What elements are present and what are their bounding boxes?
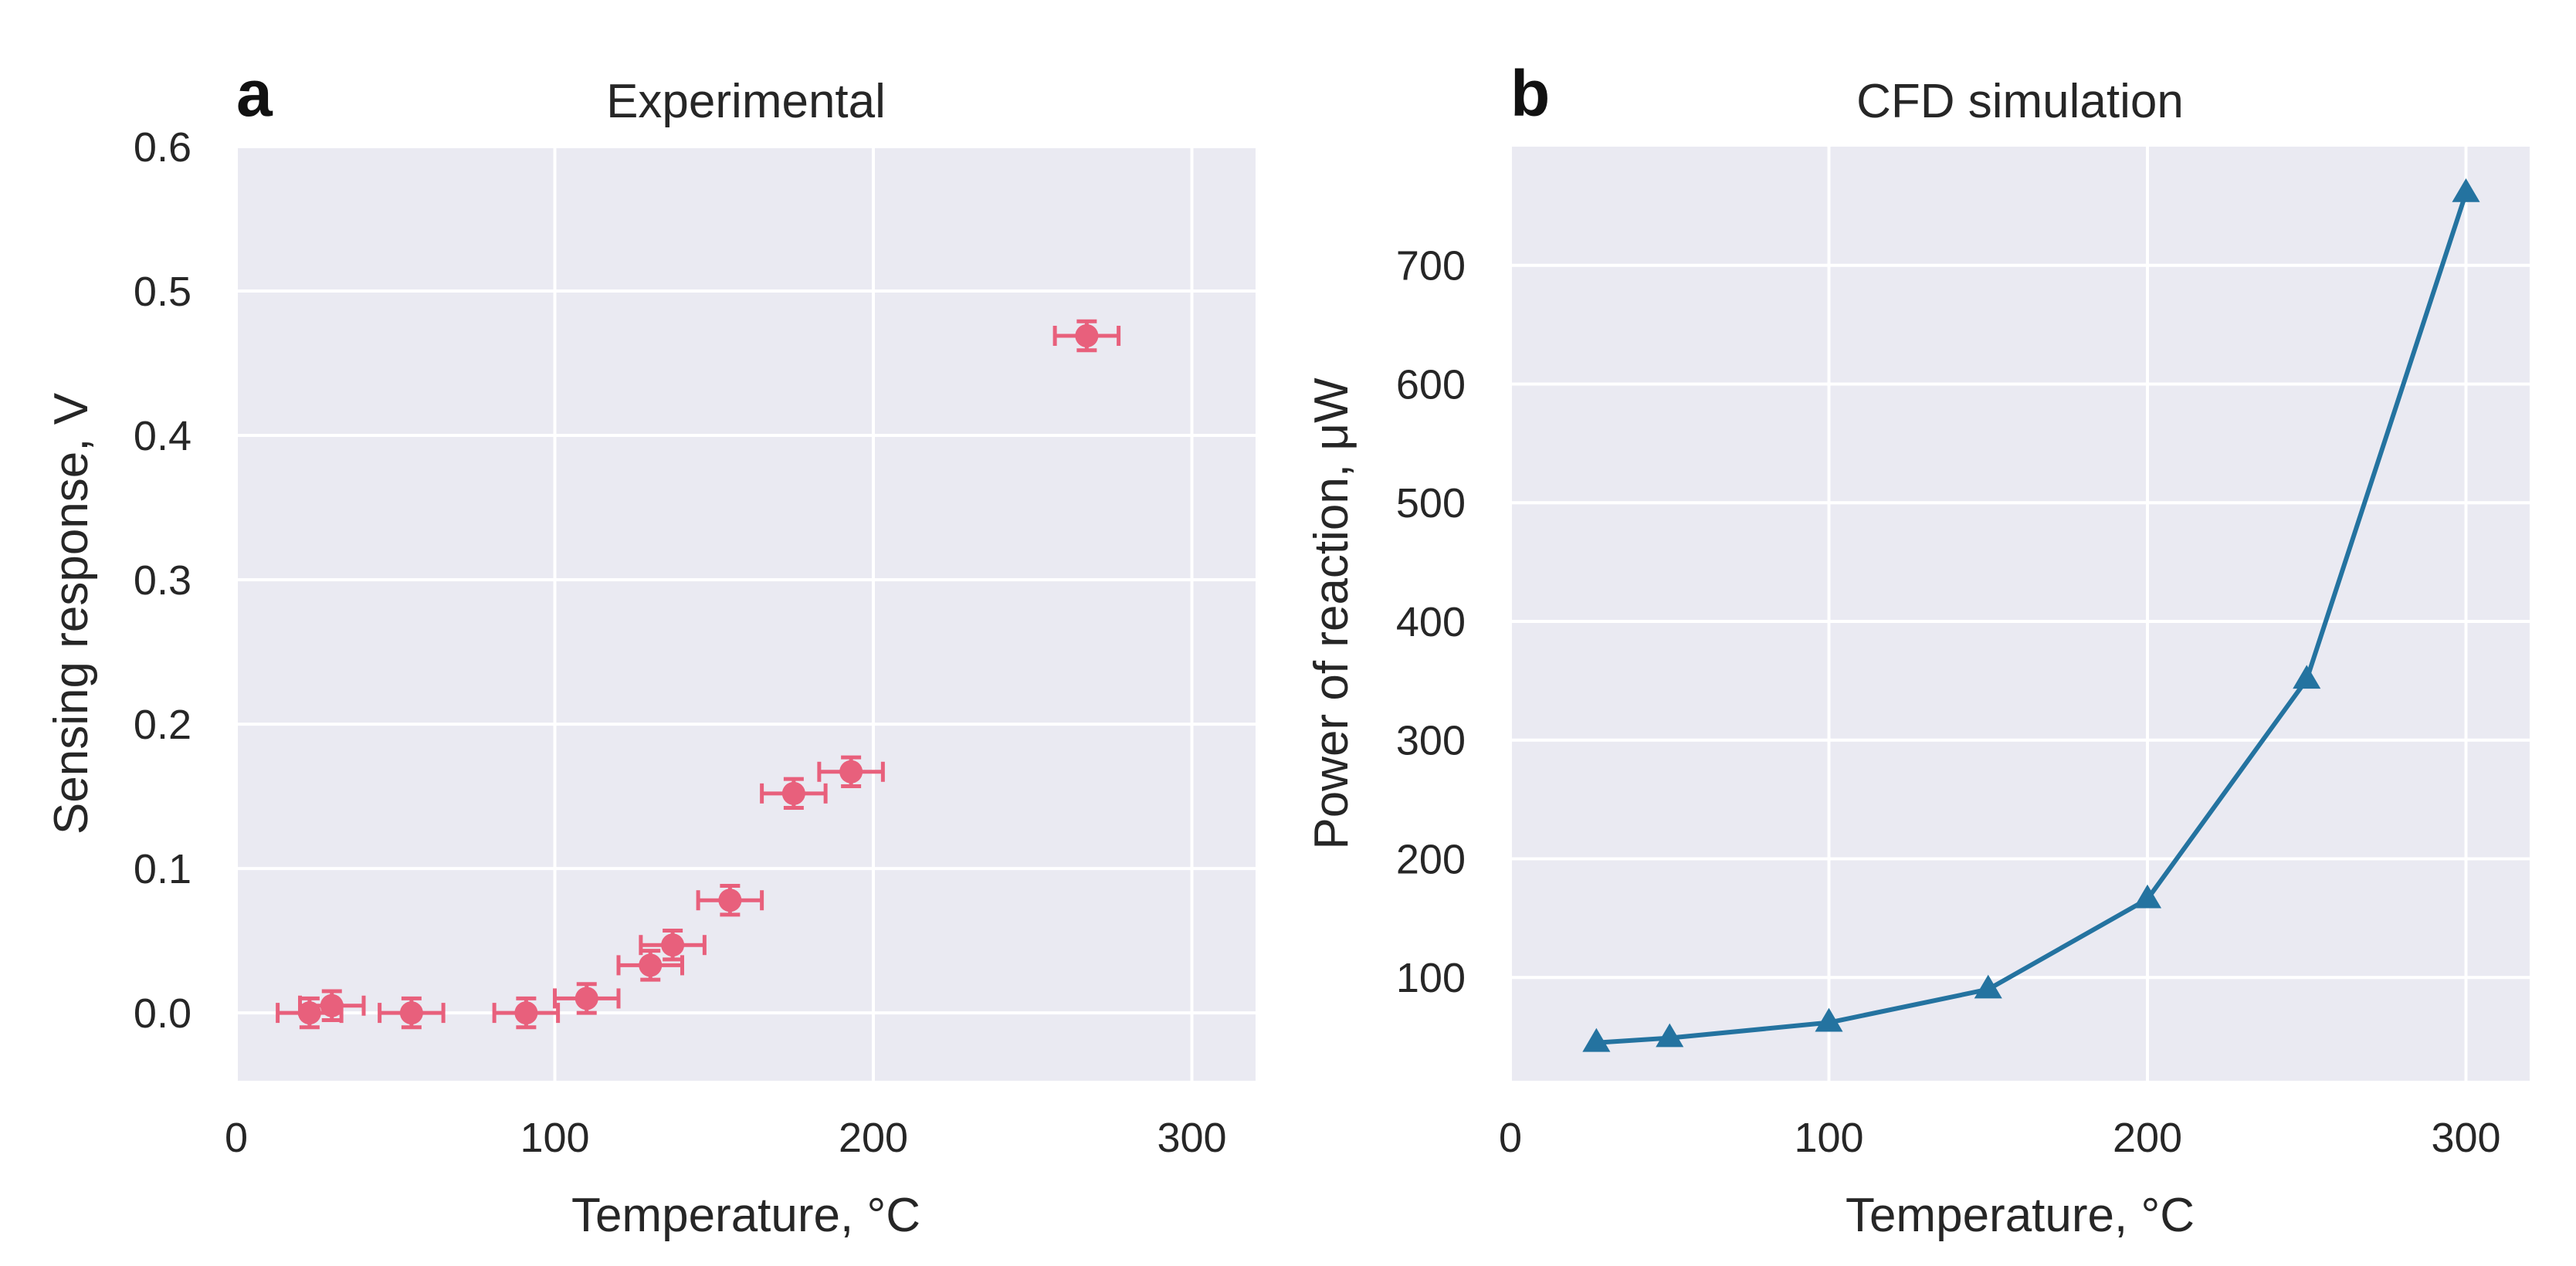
y-tick-label: 600: [1396, 361, 1466, 408]
data-point: [320, 994, 344, 1017]
y-tick-label: 0.2: [134, 702, 192, 748]
data-point: [639, 953, 663, 977]
x-axis-label-a: Temperature, °C: [571, 1189, 920, 1242]
data-point: [2293, 665, 2321, 689]
y-tick-label: 300: [1396, 718, 1466, 764]
x-tick-label: 100: [520, 1115, 589, 1161]
y-tick-labels-a: 0.0 0.1 0.2 0.3 0.4 0.5 0.6: [134, 124, 192, 1037]
data-point: [1656, 1023, 1684, 1048]
y-tick-label: 0.0: [134, 990, 192, 1037]
x-tick-label: 200: [839, 1115, 908, 1161]
data-point: [514, 1001, 538, 1025]
y-tick-label: 0.5: [134, 269, 192, 315]
y-tick-label: 200: [1396, 836, 1466, 882]
y-axis-label-b: Power of reaction, μW: [1305, 377, 1358, 850]
x-axis-label-b: Temperature, °C: [1846, 1189, 2195, 1242]
data-point: [2133, 884, 2162, 909]
panel-letter-a: a: [236, 57, 273, 130]
x-tick-labels-a: 0 100 200 300: [225, 1115, 1227, 1161]
y-axis-label-a: Sensing response, V: [45, 392, 98, 834]
data-point: [1075, 323, 1099, 347]
panel-b-cfd-simulation: 0 100 200 300 100 200 300 400 500 600 700 b CFD s…: [1305, 57, 2530, 1242]
data-point: [781, 781, 805, 805]
plot-area-a: [236, 147, 1256, 1081]
y-tick-label: 0.4: [134, 413, 192, 459]
gridlines-a: [235, 145, 1256, 1081]
x-tick-label: 300: [1157, 1115, 1226, 1161]
data-point: [575, 987, 598, 1010]
y-tick-labels-b: 100 200 300 400 500 600 700: [1396, 243, 1466, 1001]
y-tick-label: 100: [1396, 955, 1466, 1001]
chart-title-b: CFD simulation: [1856, 75, 2184, 128]
data-point: [399, 1001, 423, 1025]
x-tick-labels-b: 0 100 200 300: [1499, 1115, 2501, 1161]
y-tick-label: 400: [1396, 599, 1466, 645]
data-point: [839, 760, 863, 784]
x-tick-label: 0: [225, 1115, 248, 1161]
chart-title-a: Experimental: [606, 75, 886, 128]
panel-letter-b: b: [1510, 57, 1550, 130]
y-tick-label: 0.3: [134, 557, 192, 604]
data-point: [2452, 178, 2480, 202]
data-point: [661, 933, 685, 957]
data-point: [718, 889, 742, 912]
data-points-a: [276, 319, 1121, 1030]
y-tick-label: 0.6: [134, 124, 192, 171]
x-tick-label: 300: [2431, 1115, 2500, 1161]
data-point: [1582, 1027, 1611, 1052]
panel-a-experimental: 0 100 200 300 0.0 0.1 0.2 0.3 0.4 0.5 0.6 a Exper…: [45, 57, 1256, 1242]
data-point: [1974, 974, 2002, 999]
gridlines-b: [1509, 147, 2530, 1081]
y-tick-label: 0.1: [134, 846, 192, 892]
data-point: [1815, 1007, 1843, 1032]
y-tick-label: 700: [1396, 243, 1466, 289]
data-points-b: [1582, 178, 2480, 1052]
y-tick-label: 500: [1396, 480, 1466, 526]
plot-area-b: [1510, 147, 2530, 1081]
x-tick-label: 0: [1499, 1115, 1522, 1161]
x-tick-label: 200: [2113, 1115, 2182, 1161]
x-tick-label: 100: [1794, 1115, 1863, 1161]
